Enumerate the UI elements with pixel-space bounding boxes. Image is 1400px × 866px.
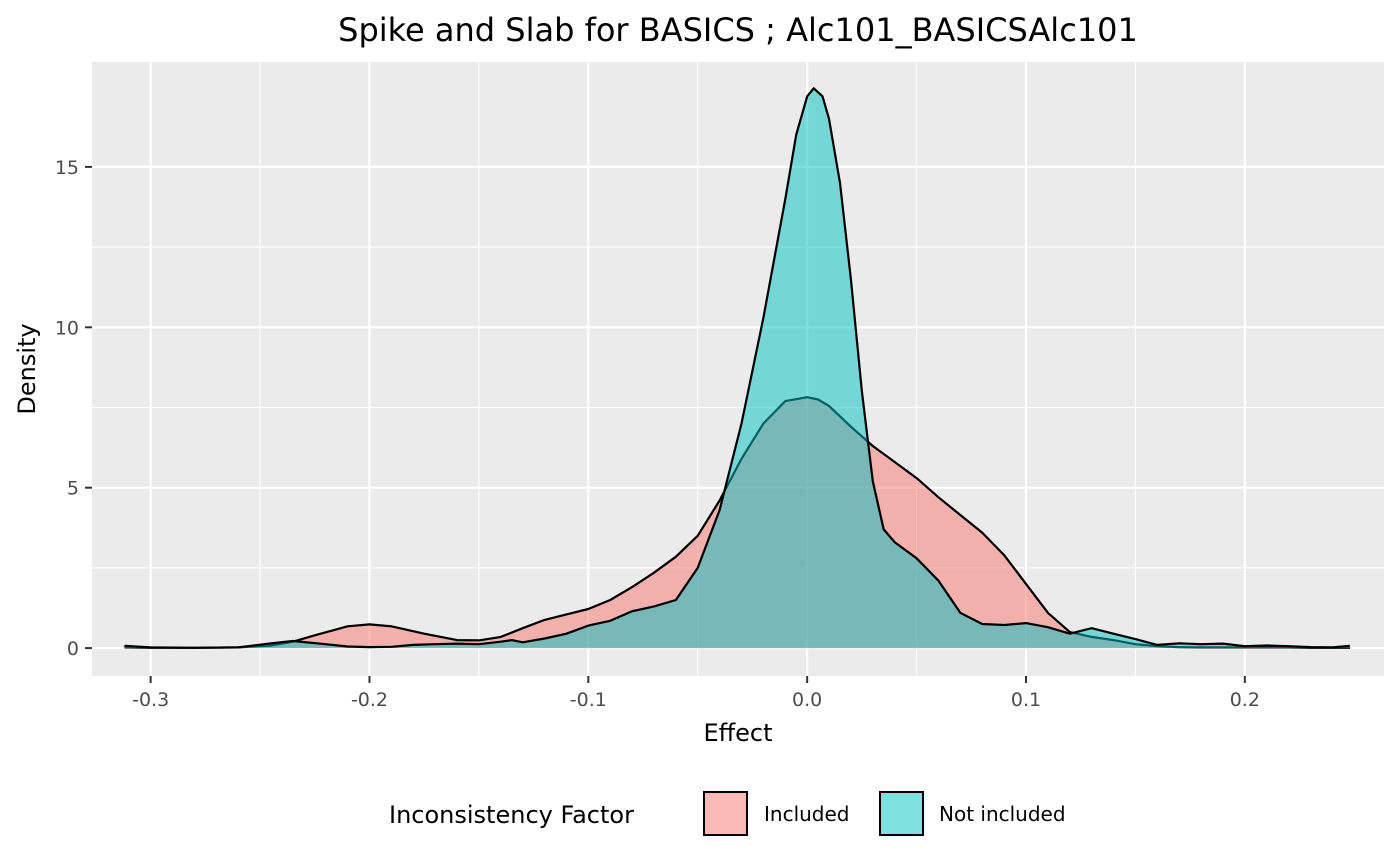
- density-area-not-included: [124, 88, 1350, 649]
- legend: Inconsistency Factor Included Not includ…: [389, 791, 1066, 836]
- density-series: [124, 87, 1351, 649]
- y-axis-title: Density: [13, 323, 41, 414]
- x-axis: -0.3 -0.2 -0.1 0.0 0.1 0.2: [132, 676, 1260, 711]
- y-tick-label: 10: [55, 317, 79, 339]
- density-outline-not-included: [124, 87, 1351, 649]
- y-tick-label: 15: [55, 157, 79, 179]
- chart-title: Spike and Slab for BASICS ; Alc101_BASIC…: [338, 11, 1138, 49]
- x-tick-label: -0.3: [132, 689, 169, 711]
- legend-swatch-included: [703, 791, 748, 836]
- x-tick-label: 0.0: [792, 689, 822, 711]
- x-tick-label: 0.1: [1011, 689, 1041, 711]
- legend-label-not-included: Not included: [939, 802, 1066, 826]
- y-tick-label: 5: [67, 478, 79, 500]
- x-tick-label: -0.1: [570, 689, 607, 711]
- y-axis: 0 5 10 15: [55, 157, 92, 660]
- x-tick-label: -0.2: [351, 689, 388, 711]
- y-tick-label: 0: [67, 638, 79, 660]
- legend-title: Inconsistency Factor: [389, 801, 634, 829]
- x-axis-title: Effect: [703, 719, 772, 747]
- x-tick-label: 0.2: [1230, 689, 1260, 711]
- legend-swatch-not-included: [879, 791, 924, 836]
- legend-label-included: Included: [764, 802, 850, 826]
